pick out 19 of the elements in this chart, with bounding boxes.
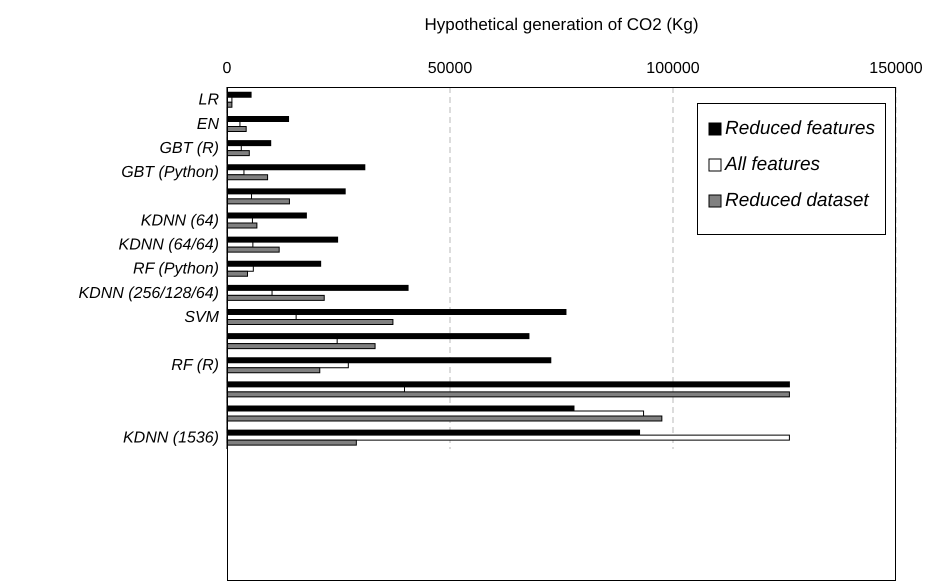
y-tick-label: RF (Python)	[133, 260, 219, 278]
y-tick-label: KDNN (1536)	[122, 430, 219, 447]
x-axis-title: Hypothetical generation of CO2 (Kg)	[424, 15, 699, 34]
y-tick-label: KDNN (64)	[140, 212, 219, 230]
y-tick-label: EN	[196, 116, 220, 133]
y-tick-label: LR	[198, 92, 220, 109]
y-tick-label: GBT (R)	[159, 140, 219, 158]
y-tick-label: SVM	[184, 308, 220, 326]
y-tick-label: KDNN (64/64)	[118, 236, 219, 254]
y-tick-label: RF (R)	[171, 357, 219, 374]
x-tick-label: 0	[222, 60, 232, 77]
x-tick-label: 50000	[428, 60, 472, 77]
legend-label: Reduced dataset	[725, 190, 869, 212]
x-tick-label: 150000	[869, 60, 923, 77]
x-tick-label: 100000	[646, 60, 700, 77]
y-tick-label: KDNN (256/128/64)	[78, 284, 219, 302]
legend-label: All features	[725, 154, 820, 176]
legend-label: Reduced features	[725, 118, 875, 140]
y-tick-label: GBT (Python)	[121, 164, 219, 182]
